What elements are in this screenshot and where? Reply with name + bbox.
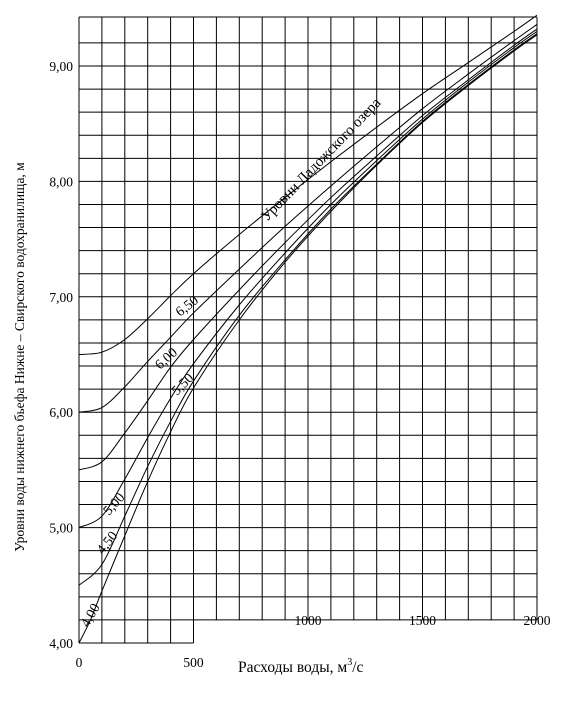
x-tick-label: 1500 (409, 613, 436, 628)
y-tick-label: 6,00 (49, 405, 73, 420)
y-tick-label: 7,00 (49, 290, 73, 305)
x-tick-label: 500 (183, 655, 204, 670)
x-tick-label: 0 (76, 655, 83, 670)
x-axis-label-text: Расходы воды, м (238, 659, 347, 676)
x-axis-label-sup: 3 (347, 657, 352, 668)
series-line (78, 34, 538, 644)
x-axis-label: Расходы воды, м3/с (238, 657, 364, 676)
series-line (78, 33, 538, 586)
y-tick-label: 5,00 (49, 521, 73, 536)
series-line (78, 24, 538, 413)
y-tick-label: 9,00 (49, 59, 73, 74)
x-axis-label-unit: /с (352, 659, 363, 676)
annotation-label: Уровни Ладожского озера (258, 95, 384, 225)
series-line (78, 14, 538, 355)
series-label: 4,00 (78, 601, 103, 630)
x-tick-label: 2000 (524, 613, 551, 628)
y-axis-label: Уровни воды нижнего бьефа Нижне – Свирск… (12, 162, 27, 552)
x-tick-label: 1000 (295, 613, 322, 628)
series-line (78, 30, 538, 529)
grid (78, 16, 538, 644)
y-tick-label: 4,00 (49, 636, 73, 651)
series-line (78, 28, 538, 471)
series-label: 5,00 (101, 490, 129, 518)
y-tick-label: 8,00 (49, 174, 73, 189)
tick-labels: 4,00 5,00 6,00 7,00 8,00 9,00 0 500 1000 1500 2000 (49, 59, 550, 670)
